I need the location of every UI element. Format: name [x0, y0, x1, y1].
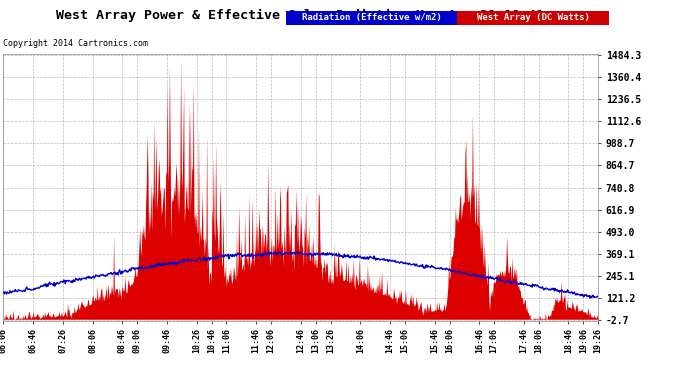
Text: Copyright 2014 Cartronics.com: Copyright 2014 Cartronics.com	[3, 39, 148, 48]
Text: West Array Power & Effective Solar Radiation Mon Apr 21 19:41: West Array Power & Effective Solar Radia…	[56, 9, 544, 22]
Text: Radiation (Effective w/m2): Radiation (Effective w/m2)	[302, 13, 442, 22]
Text: West Array (DC Watts): West Array (DC Watts)	[477, 13, 590, 22]
